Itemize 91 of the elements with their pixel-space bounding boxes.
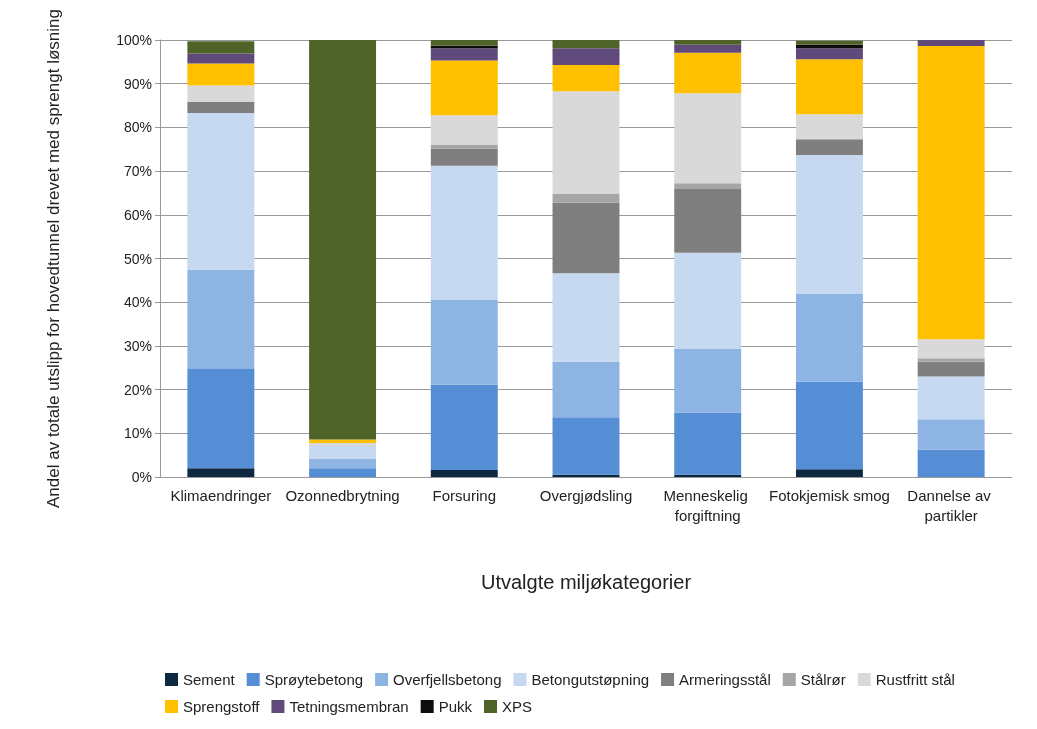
- x-tick-label: Dannelse av partikler: [907, 486, 995, 524]
- bar: [674, 40, 742, 45]
- bar: [187, 63, 255, 86]
- legend-label: Sement: [183, 671, 236, 688]
- x-tick-label: Fotokjemisk smog: [768, 486, 890, 504]
- x-axis-title: Utvalgte miljøkategorier: [480, 571, 692, 593]
- y-tick-label: 70%: [123, 163, 152, 180]
- bar: [795, 154, 863, 294]
- bar: [309, 445, 377, 460]
- bar: [187, 468, 255, 477]
- bar: [795, 114, 863, 140]
- legend-label: Stålrør: [800, 671, 846, 688]
- bar: [430, 148, 498, 166]
- x-tick-label: Forsuring: [432, 486, 496, 504]
- bar: [552, 273, 620, 362]
- y-tick-label: 60%: [123, 206, 152, 223]
- bar: [795, 48, 863, 60]
- bar: [309, 459, 377, 469]
- bar: [187, 269, 255, 370]
- legend-label: Armeringsstål: [679, 671, 771, 688]
- bar: [430, 384, 498, 471]
- y-tick-label: 0%: [131, 469, 152, 485]
- bar: [187, 53, 255, 64]
- x-tick-label: Overgjødsling: [539, 486, 633, 504]
- bar: [674, 474, 742, 477]
- legend-label: Sprengstoff: [183, 698, 261, 715]
- bar: [795, 59, 863, 115]
- legend-label: Betongutstøpning: [531, 671, 650, 688]
- y-axis-title: Andel av totale utslipp for hovedtunnel drevet med sprengt løsning: [43, 9, 63, 508]
- bar: [552, 91, 620, 194]
- bar: [552, 202, 620, 274]
- bar: [187, 369, 255, 469]
- legend-label: Sprøytebetong: [264, 671, 364, 688]
- bar: [552, 361, 620, 418]
- y-tick-label: 40%: [123, 294, 152, 311]
- y-tick-label: 20%: [123, 381, 152, 398]
- bar: [795, 381, 863, 470]
- bar: [674, 52, 742, 94]
- bar: [430, 115, 498, 145]
- bar: [795, 469, 863, 477]
- y-tick-label: 30%: [123, 337, 152, 354]
- bar: [187, 112, 255, 270]
- legend-label: XPS: [502, 698, 533, 715]
- x-tick-label: Menneskelig forgiftning: [663, 486, 752, 524]
- bar: [552, 64, 620, 92]
- bar: [674, 348, 742, 413]
- bar: [917, 449, 985, 477]
- x-tick-label: Ozonnedbrytning: [285, 486, 400, 504]
- bar: [674, 412, 742, 475]
- legend-label: Pukk: [438, 698, 473, 715]
- legend-label: Tetningsmembran: [289, 698, 409, 715]
- y-tick-label: 10%: [123, 425, 152, 442]
- x-tick-label: Klimaendringer: [170, 486, 272, 504]
- legend-label: Overfjellsbetong: [393, 671, 502, 688]
- bar: [674, 252, 742, 349]
- bar: [309, 468, 377, 477]
- legend-label: Rustfritt stål: [875, 671, 955, 688]
- bar: [795, 139, 863, 155]
- bar: [552, 474, 620, 477]
- bar: [187, 102, 255, 113]
- bar: [430, 144, 498, 149]
- bar: [552, 417, 620, 475]
- bar: [430, 300, 498, 385]
- bar: [309, 40, 377, 440]
- bar: [917, 358, 985, 362]
- bar: [917, 40, 985, 47]
- bar: [917, 339, 985, 359]
- y-tick-label: 50%: [123, 250, 152, 267]
- bar: [187, 85, 255, 103]
- bar: [917, 46, 985, 340]
- bar: [430, 40, 498, 46]
- bar: [552, 193, 620, 203]
- bar: [187, 41, 255, 54]
- bar: [430, 470, 498, 477]
- bar: [552, 48, 620, 65]
- y-tick-label: 100%: [116, 32, 152, 48]
- y-tick-label: 80%: [123, 119, 152, 136]
- y-tick-label: 90%: [123, 75, 152, 92]
- bar: [674, 183, 742, 190]
- bar: [795, 40, 863, 45]
- bar: [674, 93, 742, 184]
- bar: [430, 60, 498, 116]
- bar: [430, 48, 498, 61]
- bar: [795, 293, 863, 382]
- bar: [674, 44, 742, 53]
- bar: [674, 189, 742, 253]
- bar: [917, 376, 985, 420]
- bar: [552, 40, 620, 49]
- bar: [917, 419, 985, 450]
- bar: [430, 165, 498, 301]
- bar: [917, 361, 985, 377]
